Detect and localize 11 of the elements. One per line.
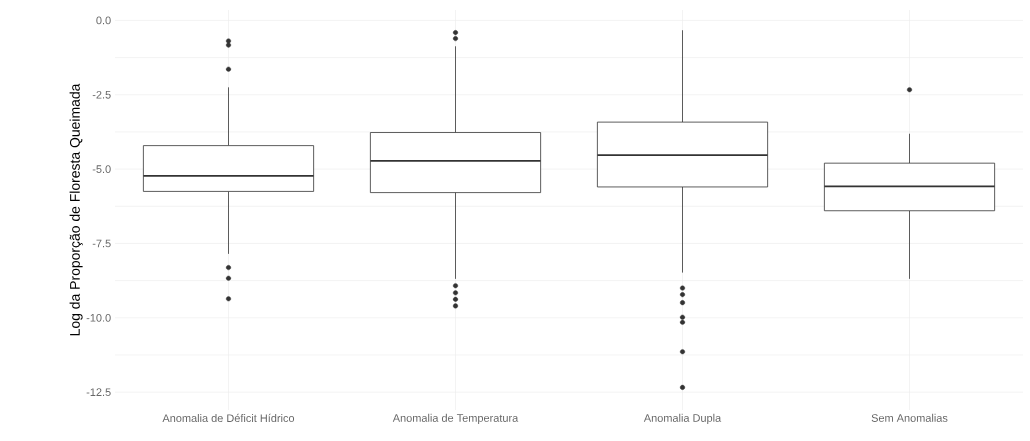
- y-tick-label: 0.0: [96, 16, 111, 25]
- y-axis-title: Log da Proporção de Floresta Queimada: [69, 83, 83, 336]
- y-tick-label: -2.5: [92, 90, 111, 99]
- y-tick-label: -7.5: [92, 239, 111, 248]
- x-tick-label: Anomalia Dupla: [643, 413, 722, 425]
- y-tick-label: -12.5: [86, 388, 111, 397]
- x-tick-label: Sem Anomalias: [871, 413, 948, 422]
- x-tick-label: Anomalia de Temperatura: [392, 413, 519, 425]
- y-tick-label: -5.0: [92, 165, 111, 173]
- x-tick-label: Anomalia de Déficit Hídrico: [162, 413, 295, 423]
- y-tick-label: -10.0: [86, 313, 111, 322]
